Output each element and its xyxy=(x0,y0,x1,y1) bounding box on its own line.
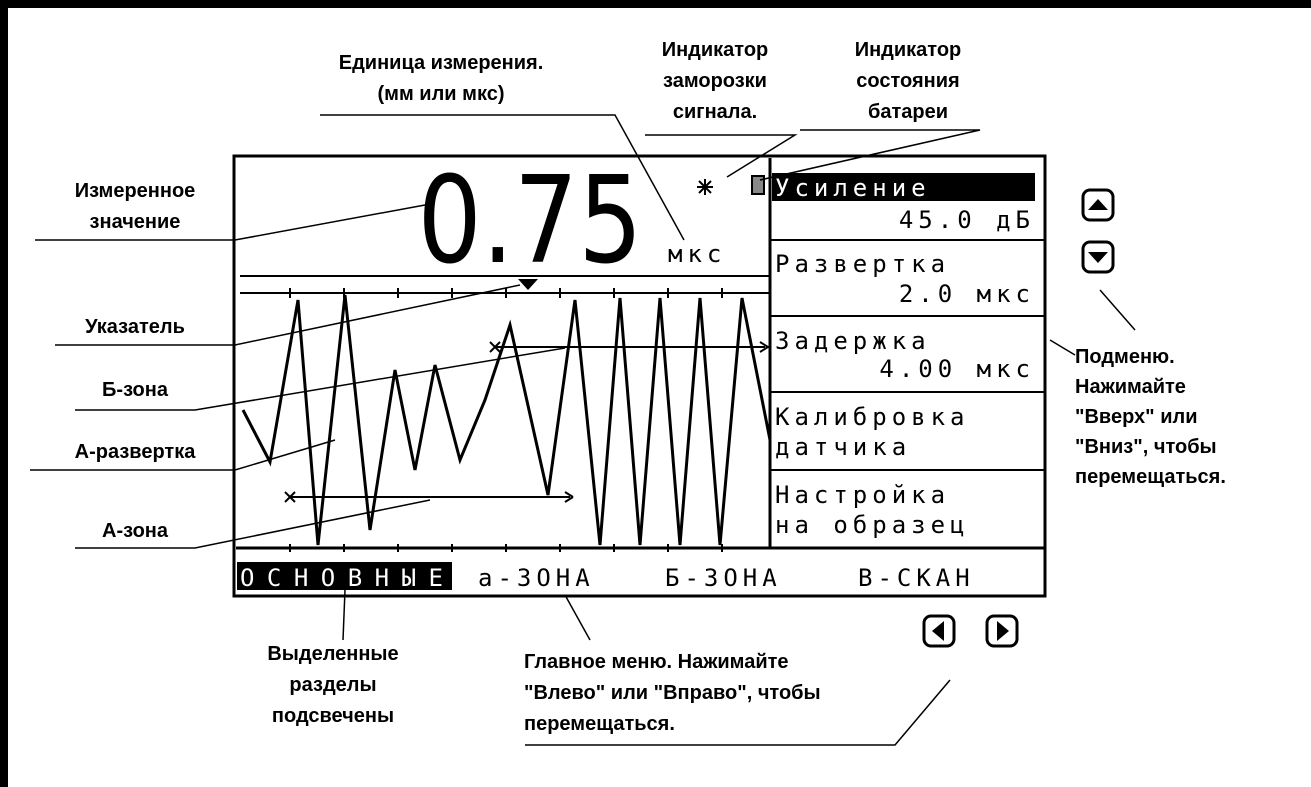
down-arrow xyxy=(1088,252,1108,263)
device-screen: 0.75 мкс Усиление 45.0 дБ Развертка 2.0 … xyxy=(232,152,1047,598)
callout: Указатель xyxy=(85,316,185,338)
submenu-value: 45.0 дБ xyxy=(899,206,1035,234)
submenu-item[interactable]: Задержка xyxy=(775,327,931,355)
measured-value: 0.75 xyxy=(418,152,643,291)
callout: Единица измерения. xyxy=(339,52,544,74)
callout: Измеренное xyxy=(75,180,196,202)
buttons xyxy=(922,188,1115,648)
unit: мкс xyxy=(668,240,726,268)
callout: перемещаться. xyxy=(1075,466,1226,488)
left-button[interactable] xyxy=(922,614,956,648)
callout: Выделенные xyxy=(267,643,398,665)
submenu-item[interactable]: Калибровка xyxy=(775,403,970,431)
down-button[interactable] xyxy=(1081,240,1115,274)
callout: (мм или мкс) xyxy=(378,83,505,105)
submenu-highlight xyxy=(772,173,1035,201)
submenu-item[interactable]: Усиление xyxy=(775,174,931,202)
callout: значение xyxy=(90,211,181,233)
callout: Подменю. xyxy=(1075,346,1175,368)
gate-markers xyxy=(489,341,770,353)
callout: А-развертка xyxy=(75,441,197,463)
submenu-value: 2.0 мкс xyxy=(899,280,1035,308)
callout: сигнала. xyxy=(673,101,757,123)
callout: заморозки xyxy=(663,70,767,92)
right-button[interactable] xyxy=(985,614,1019,648)
callout: состояния xyxy=(856,70,959,92)
gate-markers xyxy=(284,491,574,503)
callout: перемещаться. xyxy=(524,713,675,735)
up-arrow xyxy=(1088,199,1108,210)
main-menu-item[interactable]: В-СКАН xyxy=(858,564,975,592)
submenu-value: 4.00 мкс xyxy=(879,355,1035,383)
ruler-ticks xyxy=(289,288,723,552)
callout: подсвечены xyxy=(272,705,394,727)
left-arrow xyxy=(932,621,944,641)
callout: разделы xyxy=(289,674,376,696)
menu-highlight xyxy=(237,562,452,590)
battery-indicator xyxy=(751,175,765,195)
callout: Б-зона xyxy=(102,379,169,401)
callout: Нажимайте xyxy=(1075,376,1186,398)
submenu-value: на образец xyxy=(775,511,970,539)
freeze-indicator xyxy=(697,179,713,195)
callout: батареи xyxy=(868,101,948,123)
right-arrow xyxy=(997,621,1009,641)
submenu-value: датчика xyxy=(775,433,911,461)
callout: "Влево" или "Вправо", чтобы xyxy=(524,682,821,704)
callout: "Вниз", чтобы xyxy=(1075,436,1217,458)
main-menu-item[interactable]: а-ЗОНА xyxy=(478,564,595,592)
callout: Индикатор xyxy=(662,39,769,61)
main-menu-item[interactable]: Б-ЗОНА xyxy=(665,564,782,592)
callout: Индикатор xyxy=(855,39,962,61)
callout: "Вверх" или xyxy=(1075,406,1198,428)
pointer xyxy=(518,279,538,290)
callout: Главное меню. Нажимайте xyxy=(524,651,789,673)
leader-lines xyxy=(30,114,1136,746)
callouts: Единица измерения. (мм или мкс) Индикато… xyxy=(75,39,1226,735)
submenu-item[interactable]: Развертка xyxy=(775,250,950,278)
submenu-item[interactable]: Настройка xyxy=(775,481,950,509)
a-scan xyxy=(241,294,772,546)
callout: А-зона xyxy=(102,520,169,542)
up-button[interactable] xyxy=(1081,188,1115,222)
